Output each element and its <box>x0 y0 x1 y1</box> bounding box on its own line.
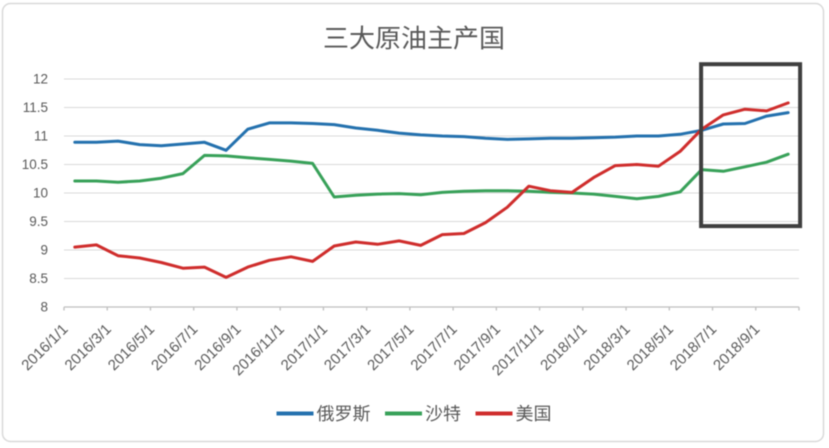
cjk-glyph-油 <box>402 25 425 50</box>
cjk-glyph-沙 <box>425 405 443 422</box>
series-line-usa <box>73 101 790 279</box>
cjk-glyph-国 <box>481 26 503 50</box>
y-axis-label: 11 <box>34 129 48 144</box>
series-line-saudi <box>73 152 790 201</box>
legend-label-saudi-text: 沙特 <box>425 404 461 424</box>
cjk-glyph-斯 <box>353 404 370 422</box>
y-axis-label: 10.5 <box>22 157 48 172</box>
series-line-russia <box>73 111 790 152</box>
legend-item-saudi: 沙特 <box>385 404 461 424</box>
y-axis-labels: 12 11.5 11 10.5 10 9.5 9 8.5 8 <box>22 72 48 315</box>
legend-label-russia: 俄罗斯 <box>316 404 371 424</box>
x-axis <box>63 306 800 311</box>
legend-label-usa: 美国 <box>516 404 552 424</box>
cjk-glyph-原 <box>375 26 400 50</box>
cjk-glyph-美 <box>516 404 533 422</box>
cjk-glyph-特 <box>443 404 461 422</box>
y-axis-label: 12 <box>33 72 48 87</box>
y-axis-label: 8.5 <box>29 271 48 286</box>
legend-item-russia: 俄罗斯 <box>276 404 371 424</box>
cjk-glyph-罗 <box>335 405 351 422</box>
cjk-glyph-国 <box>535 405 550 422</box>
legend-label-russia-text: 俄罗斯 <box>317 404 371 424</box>
chart-card <box>1 2 825 443</box>
cjk-glyph-三 <box>324 28 348 48</box>
chart-title: 三大原油主产国 <box>323 23 505 53</box>
legend-label-saudi: 沙特 <box>425 404 461 424</box>
y-axis-label: 10 <box>33 186 48 201</box>
highlight-rectangle <box>699 62 803 229</box>
y-axis-label: 8 <box>40 300 48 315</box>
cjk-glyph-主 <box>428 25 452 49</box>
y-axis-label: 9 <box>40 243 48 258</box>
cjk-glyph-大 <box>350 25 374 50</box>
legend: 俄罗斯 沙特 美国 <box>276 404 552 424</box>
y-axis-label: 9.5 <box>29 214 48 229</box>
y-axis-label: 11.5 <box>23 100 48 115</box>
cjk-glyph-产 <box>453 25 478 50</box>
cjk-glyph-俄 <box>316 404 334 422</box>
legend-item-usa: 美国 <box>475 404 552 424</box>
series-lines <box>73 101 790 279</box>
legend-label-usa-text: 美国 <box>516 404 552 424</box>
chart-title-text: 三大原油主产国 <box>323 23 505 53</box>
